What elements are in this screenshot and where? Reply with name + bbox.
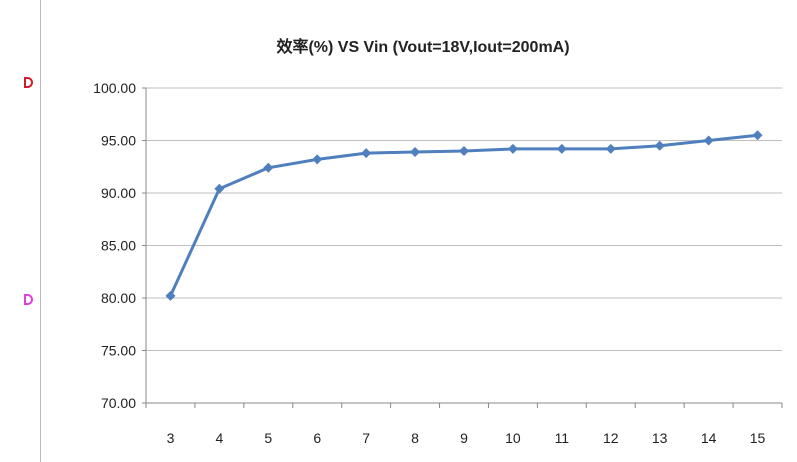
data-point	[752, 130, 763, 141]
y-tick-label: 90.00	[101, 185, 136, 201]
x-tick-label: 14	[701, 430, 717, 446]
data-point	[703, 135, 714, 146]
data-point	[507, 143, 518, 154]
data-point	[410, 147, 421, 158]
x-tick-label: 9	[460, 430, 468, 446]
x-tick-label: 6	[313, 430, 321, 446]
x-tick-label: 8	[411, 430, 419, 446]
x-tick-label: 10	[505, 430, 521, 446]
x-tick-label: 3	[167, 430, 175, 446]
y-tick-label: 95.00	[101, 133, 136, 149]
data-point	[165, 290, 176, 301]
data-point	[312, 154, 323, 165]
y-tick-label: 70.00	[101, 395, 136, 411]
cell-border-line	[40, 0, 41, 462]
grid-layer	[146, 87, 782, 351]
x-tick-label: 5	[264, 430, 272, 446]
series-line	[169, 133, 758, 297]
y-tick-label: 85.00	[101, 238, 136, 254]
magenta-anchor-marker	[24, 294, 33, 305]
y-tick-label: 80.00	[101, 290, 136, 306]
x-tick-label: 4	[215, 430, 223, 446]
data-point	[214, 183, 225, 194]
chart-title: 效率(%) VS Vin (Vout=18V,Iout=200mA)	[276, 37, 569, 56]
axis-layer	[142, 87, 783, 408]
data-point	[361, 148, 372, 159]
data-point	[654, 140, 665, 151]
data-point	[459, 146, 469, 156]
x-tick-label: 7	[362, 430, 370, 446]
data-point	[556, 143, 567, 154]
data-point	[605, 143, 616, 154]
series-layer	[165, 130, 763, 301]
y-tick-label: 75.00	[101, 343, 136, 359]
x-tick-label: 13	[652, 430, 668, 446]
y-tick-label: 100.00	[93, 80, 136, 96]
tick-layer: 100.00 95.00 90.00 85.00 80.00 75.00 70.00 3 4 5 6…	[93, 80, 765, 446]
x-tick-label: 15	[750, 430, 766, 446]
data-point	[263, 162, 274, 173]
x-tick-label: 12	[603, 430, 619, 446]
red-anchor-marker	[24, 77, 33, 88]
x-tick-label: 11	[555, 430, 570, 446]
